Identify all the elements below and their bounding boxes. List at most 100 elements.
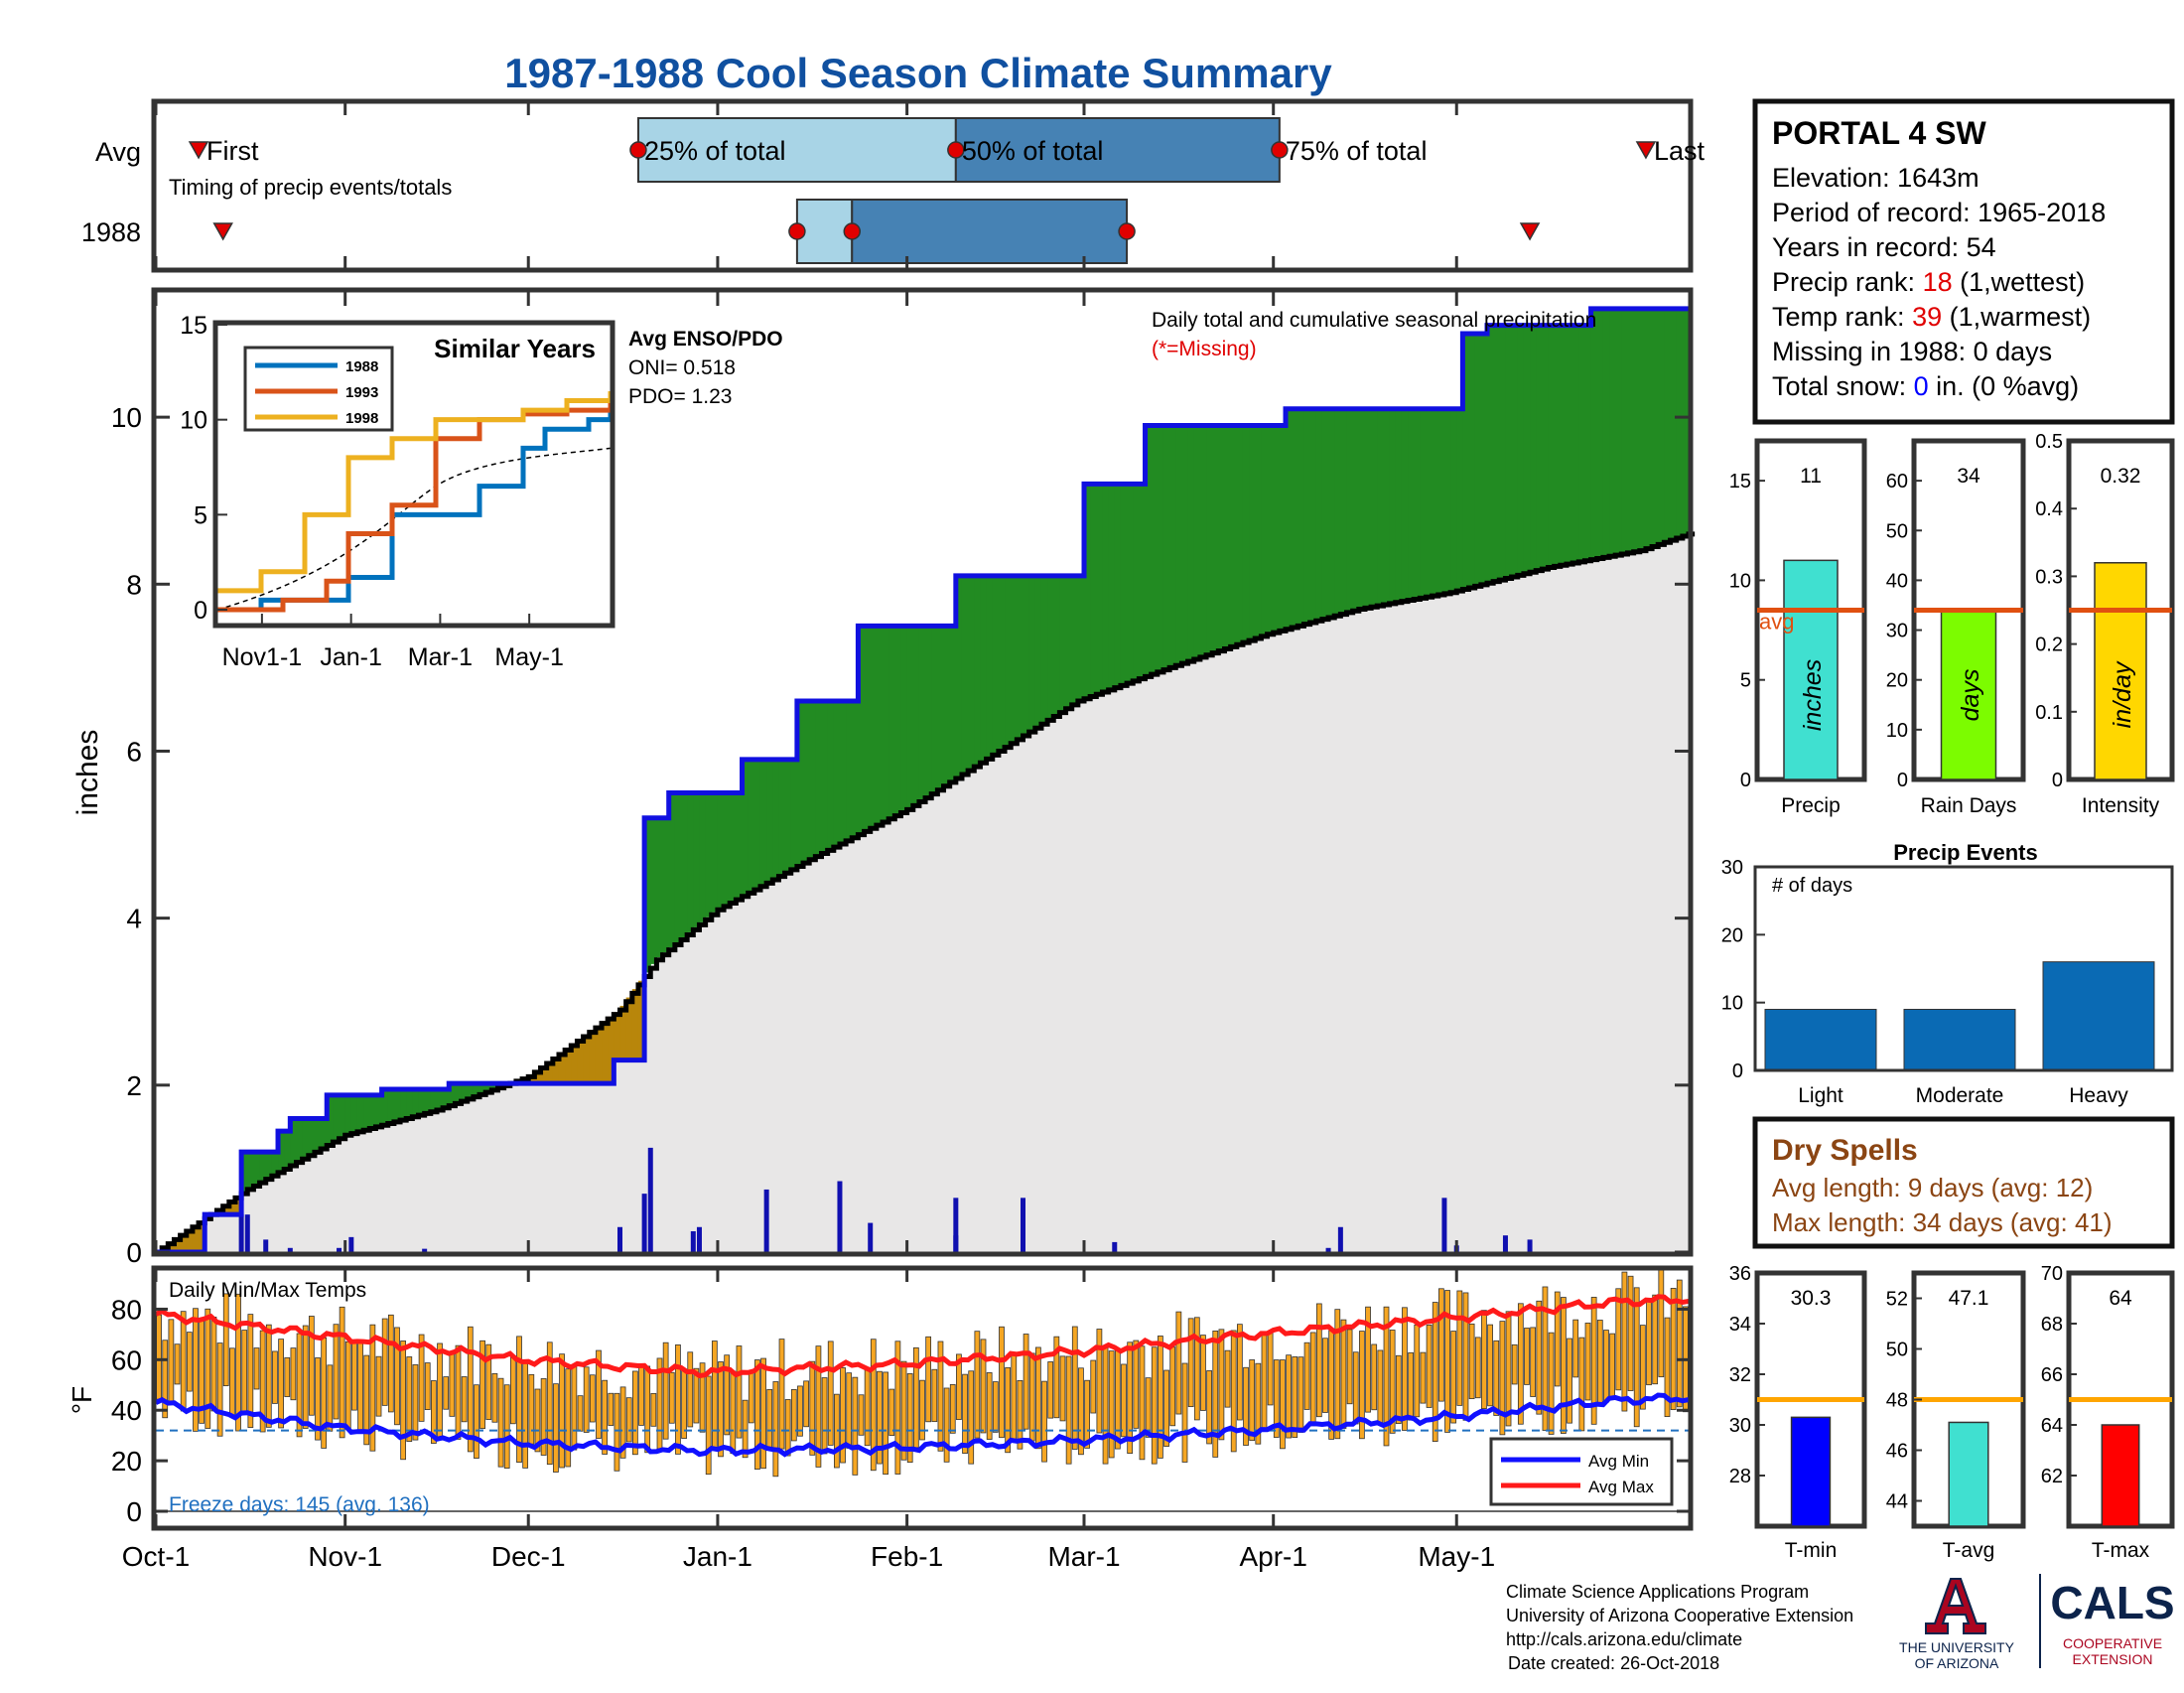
daily-temp-bar [1554, 1291, 1561, 1387]
daily-temp-bar [1078, 1367, 1084, 1456]
daily-temp-bar [302, 1325, 309, 1429]
inset-xtick-label: May-1 [494, 643, 563, 671]
above-avg-segment [1127, 484, 1134, 682]
above-avg-segment [1236, 425, 1244, 644]
daily-temp-bar [186, 1332, 193, 1392]
daily-temp-bar [711, 1340, 718, 1449]
above-avg-segment [748, 759, 755, 892]
above-avg-segment [1395, 408, 1403, 603]
events-marks: Light Moderate Heavy 0 10 20 30 [1721, 857, 2155, 1107]
above-avg-segment [815, 701, 823, 856]
summary-axis-label: Intensity [2082, 794, 2160, 817]
daily-precip-bar [617, 1226, 623, 1252]
daily-temp-bar [180, 1311, 187, 1412]
daily-temp-bar [1065, 1355, 1072, 1465]
daily-temp-bar [1377, 1349, 1384, 1426]
summary-tick-label: 0.5 [2035, 431, 2063, 453]
daily-temp-bar [1261, 1334, 1268, 1429]
daily-temp-bar [1596, 1320, 1603, 1405]
daily-precip-bar [641, 1194, 647, 1252]
daily-temp-bar [1352, 1351, 1359, 1425]
above-avg-segment [363, 1094, 370, 1130]
above-avg-segment [968, 575, 975, 770]
daily-temp-bar [1402, 1307, 1408, 1431]
daily-precip-bar [690, 1230, 696, 1252]
daily-temp-bar [1493, 1340, 1500, 1416]
above-avg-segment [717, 792, 725, 909]
above-avg-segment [937, 626, 945, 788]
daily-temp-bar [1047, 1361, 1054, 1419]
above-avg-segment [1426, 408, 1433, 597]
inset-ytick-label: 5 [194, 501, 207, 529]
above-avg-segment [1609, 308, 1616, 556]
above-avg-segment [387, 1089, 395, 1123]
daily-temp-bar [1676, 1279, 1683, 1408]
above-avg-segment [1053, 575, 1061, 715]
precip-events-chart: Precip Events Light Moderate Heavy0102030 … [1721, 840, 2174, 1107]
daily-temp-bar [406, 1356, 413, 1443]
daily-temp-bar [784, 1399, 791, 1457]
temp-summary-tick-label: 36 [1729, 1263, 1751, 1285]
daily-temp-bar [894, 1340, 901, 1475]
daily-temp-bar [509, 1354, 516, 1425]
daily-temp-bar [1286, 1354, 1292, 1439]
summary-bar-intensity [2094, 562, 2147, 780]
events-tick-label: 30 [1721, 857, 1743, 879]
daily-temp-bar [222, 1293, 229, 1387]
daily-temp-bar [790, 1389, 797, 1442]
above-avg-segment [1548, 325, 1556, 567]
daily-temp-bar [1315, 1303, 1322, 1418]
daily-precip-bar [647, 1147, 653, 1252]
month-label: Nov-1 [308, 1541, 382, 1572]
above-avg-segment [1175, 425, 1183, 665]
daily-temp-bar [1151, 1346, 1158, 1465]
daily-temp-bar [1005, 1366, 1011, 1454]
daily-temp-bar [608, 1392, 614, 1426]
above-avg-segment [271, 1152, 279, 1175]
above-avg-segment [1193, 425, 1201, 658]
daily-temp-bar [687, 1351, 694, 1428]
missing-note: (*=Missing) [1152, 338, 1257, 360]
above-avg-segment [1590, 308, 1598, 560]
temp-rank-suffix: (1,warmest) [1942, 302, 2091, 332]
daily-temp-bar [596, 1349, 602, 1439]
timing-marker-p50 [843, 222, 862, 240]
daily-temp-bar [1273, 1359, 1280, 1438]
logo-text-line1: THE UNIVERSITY [1899, 1639, 2015, 1655]
above-avg-segment [1652, 308, 1659, 546]
above-avg-segment [1462, 334, 1470, 589]
daily-temp-bar [1028, 1352, 1035, 1442]
above-avg-segment [1443, 408, 1451, 594]
daily-temp-bar [174, 1343, 181, 1385]
above-avg-segment [1554, 325, 1562, 566]
below-avg-segment [589, 1030, 597, 1084]
temp-ytick-label: 0 [126, 1496, 142, 1527]
daily-temp-bar [602, 1379, 609, 1455]
daily-precip-bar [1441, 1198, 1447, 1252]
daily-temp-bar [1474, 1337, 1481, 1399]
daily-precip-bar [348, 1236, 354, 1252]
temp-summary-tick-label: 52 [1886, 1289, 1908, 1311]
below-avg-segment [199, 1220, 205, 1252]
daily-temp-bar [1365, 1306, 1371, 1413]
daily-temp-bar [229, 1347, 235, 1417]
daily-temp-bar [1437, 1288, 1444, 1402]
daily-temp-bar [1181, 1362, 1188, 1463]
summary-axis-label: Precip [1781, 794, 1841, 817]
daily-temp-bar [1346, 1329, 1353, 1405]
oni-value: ONI= 0.518 [628, 356, 736, 379]
daily-temp-bar [1206, 1370, 1212, 1445]
above-avg-segment [350, 1094, 358, 1133]
station-frame [1752, 98, 2175, 425]
above-avg-segment [1523, 325, 1531, 574]
daily-precip-bar [1337, 1226, 1343, 1252]
daily-temp-bar [412, 1364, 419, 1441]
below-avg-segment [186, 1228, 194, 1252]
below-avg-segment [552, 1057, 560, 1084]
summary-bar-charts: 11 inches Precip 0 5 10 15 avg 34 days Rain Days 0 1… [1729, 431, 2175, 817]
daily-temp-bar [1114, 1348, 1121, 1450]
above-avg-segment [705, 792, 713, 917]
above-avg-segment [1340, 408, 1348, 614]
summary-tick-label: 0.1 [2035, 702, 2063, 724]
daily-precip-bar [696, 1226, 702, 1252]
